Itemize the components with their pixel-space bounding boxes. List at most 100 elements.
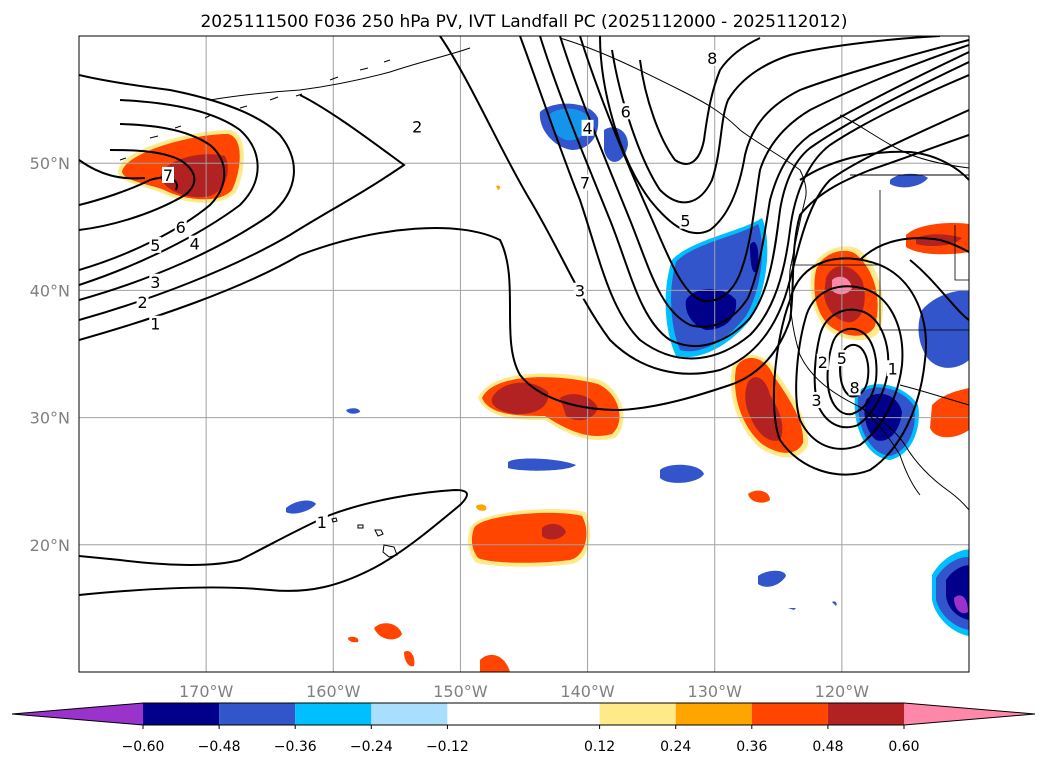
contour-label-halo bbox=[835, 350, 848, 367]
lat-tick-label: 30°N bbox=[30, 409, 70, 428]
pv-trough-8 bbox=[611, 36, 941, 204]
contour-label-halo bbox=[315, 514, 328, 531]
colorbar: −0.60 −0.48 −0.36 −0.24 −0.12 0.12 0.24 0.36 0.4… bbox=[11, 702, 1036, 755]
contour-label: 1 bbox=[150, 315, 160, 334]
pv-cutoff-2 bbox=[795, 285, 904, 450]
contour-label: 3 bbox=[150, 273, 160, 292]
contour-label-halo bbox=[706, 49, 719, 66]
contour-label-halo bbox=[679, 212, 692, 229]
pv-contour-4 bbox=[79, 99, 259, 286]
pv-contour-2 bbox=[79, 36, 969, 375]
contour-label: 5 bbox=[680, 212, 690, 231]
pv-trough-7 bbox=[599, 36, 969, 235]
west-coast bbox=[789, 199, 969, 511]
pv-ridge-inner bbox=[639, 37, 761, 165]
contour-label-halo bbox=[810, 392, 823, 409]
colorbar-segment bbox=[751, 703, 828, 725]
ivt-positive-blob-mexico bbox=[930, 388, 969, 438]
colorbar-tick-label: −0.48 bbox=[198, 739, 241, 755]
colorbar-segment bbox=[827, 703, 904, 725]
pv-cutoff-4 bbox=[826, 327, 878, 416]
contour-label-halo bbox=[816, 353, 829, 370]
contour-label-halo bbox=[886, 360, 899, 377]
colorbar-tick-label: −0.60 bbox=[122, 739, 165, 755]
lon-tick-label: 150°W bbox=[433, 682, 488, 701]
contour-label: 3 bbox=[811, 391, 821, 410]
contour-label-halo bbox=[149, 236, 162, 253]
contour-label: 6 bbox=[621, 102, 631, 121]
state-lines bbox=[790, 190, 969, 331]
pv-trough-3 bbox=[519, 36, 969, 360]
bc-coast bbox=[839, 114, 969, 169]
contour-label-halo bbox=[619, 103, 632, 120]
pv-contour-3 bbox=[79, 74, 295, 301]
pv-trough-4 bbox=[539, 36, 969, 348]
baja-coast bbox=[861, 407, 921, 496]
contour-label: 5 bbox=[837, 349, 847, 368]
contour-label-halo bbox=[188, 235, 201, 252]
lat-tick-label: 40°N bbox=[30, 281, 70, 300]
contour-label: 7 bbox=[580, 174, 590, 193]
lon-tick-label: 160°W bbox=[306, 682, 361, 701]
pv-cutoff-1 bbox=[772, 257, 927, 476]
contour-label: 8 bbox=[849, 378, 859, 397]
pv-outer-east bbox=[799, 150, 969, 321]
coastlines bbox=[119, 37, 969, 558]
colorbar-tick-label: 0.24 bbox=[660, 739, 691, 755]
alaska-coast bbox=[209, 37, 807, 201]
lat-tick-label: 50°N bbox=[30, 154, 70, 173]
lon-tick-label: 140°W bbox=[560, 682, 615, 701]
contour-label-halo bbox=[174, 219, 187, 236]
colorbar-tick-label: −0.24 bbox=[350, 739, 393, 755]
contour-label: 4 bbox=[582, 119, 592, 138]
colorbar-tick-label: −0.36 bbox=[274, 739, 317, 755]
colorbar-tick-label: 0.12 bbox=[584, 739, 615, 755]
longitude-tick-labels: 170°W 160°W 150°W 140°W 130°W 120°W bbox=[179, 682, 869, 701]
contour-label-halo bbox=[149, 273, 162, 290]
colorbar-tick-label: 0.48 bbox=[812, 739, 843, 755]
us-mexico-border bbox=[899, 384, 969, 406]
map-title: 2025111500 F036 250 hPa PV, IVT Landfall… bbox=[200, 12, 847, 32]
pv-contour-1 bbox=[79, 134, 969, 412]
colorbar-extend-low bbox=[12, 703, 143, 725]
contour-label: 7 bbox=[163, 166, 173, 185]
contour-label-halo bbox=[149, 315, 162, 332]
pv-trough-5 bbox=[559, 36, 969, 328]
contour-label-halo bbox=[848, 379, 861, 396]
ivt-negative-blob-east bbox=[918, 290, 969, 368]
contour-label: 5 bbox=[150, 236, 160, 255]
colorbar-segment bbox=[599, 703, 676, 725]
contour-label: 2 bbox=[818, 353, 828, 372]
contour-label: 2 bbox=[137, 293, 147, 312]
contour-label: 8 bbox=[707, 49, 717, 68]
contour-label: 1 bbox=[317, 513, 327, 532]
latitude-tick-labels: 20°N 30°N 40°N 50°N bbox=[30, 154, 70, 555]
contour-label-halo bbox=[411, 118, 424, 135]
contour-label-halo bbox=[162, 166, 174, 183]
colorbar-segment bbox=[675, 703, 752, 725]
contour-label: 1 bbox=[888, 359, 898, 378]
contour-label-halo bbox=[136, 294, 149, 311]
colorbar-tick-label: 0.60 bbox=[888, 739, 919, 755]
pv-subtropical-1 bbox=[79, 488, 468, 596]
contour-label: 6 bbox=[176, 218, 186, 237]
lat-tick-label: 20°N bbox=[30, 536, 70, 555]
contour-label-halo bbox=[579, 174, 592, 191]
colorbar-tick-label: 0.36 bbox=[736, 739, 767, 755]
contour-label-halo bbox=[581, 119, 594, 136]
colorbar-segment bbox=[295, 703, 372, 725]
contour-label-halo bbox=[573, 282, 586, 299]
map-frame bbox=[78, 35, 970, 673]
pv-contours bbox=[79, 36, 969, 596]
pv-contour-7 bbox=[79, 176, 178, 206]
contour-label: 2 bbox=[412, 118, 422, 137]
pv-contour-5 bbox=[79, 123, 226, 271]
colorbar-segment bbox=[447, 703, 600, 725]
contour-label: 3 bbox=[575, 282, 585, 301]
lon-tick-label: 120°W bbox=[815, 682, 870, 701]
colorbar-segment bbox=[371, 703, 448, 725]
lon-tick-label: 130°W bbox=[688, 682, 743, 701]
colorbar-segment bbox=[143, 703, 220, 725]
